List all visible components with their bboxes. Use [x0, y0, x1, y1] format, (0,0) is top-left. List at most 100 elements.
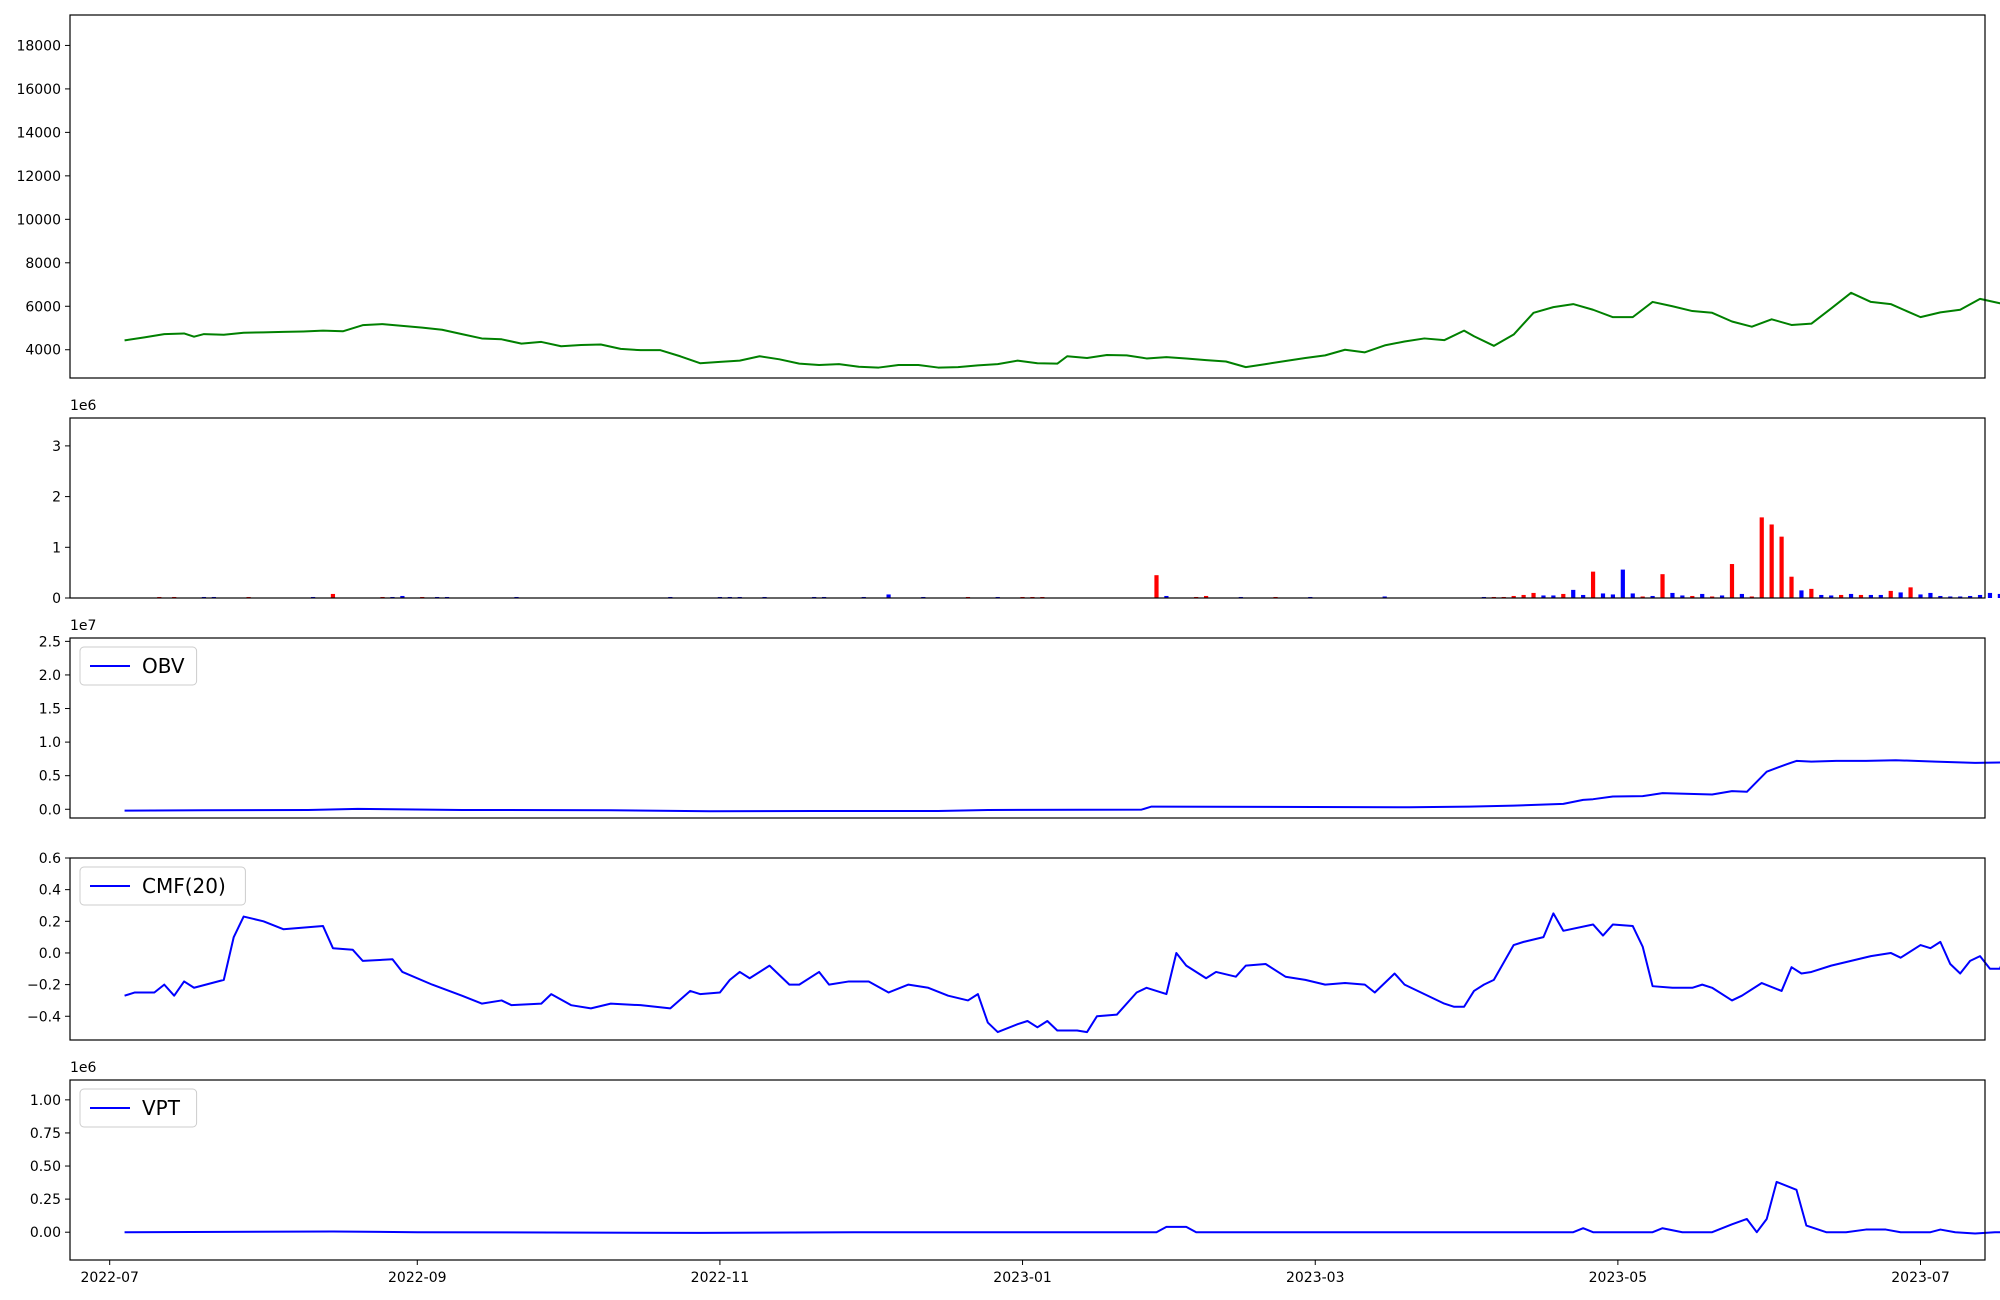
x-tick-label: 2023-01	[993, 1270, 1052, 1286]
volume-bar	[1968, 595, 1973, 598]
legend: OBV	[79, 646, 198, 686]
y-tick-label: 0.00	[30, 1225, 61, 1241]
volume-bar	[1640, 596, 1645, 598]
volume-bar	[1660, 574, 1665, 598]
y-tick-label: 0.5	[39, 769, 61, 785]
volume-bar	[1154, 575, 1159, 598]
axes-frame	[69, 417, 1986, 599]
volume-bar	[1829, 595, 1834, 598]
y-tick-label: 0.25	[30, 1192, 61, 1208]
volume-bar	[1888, 590, 1893, 598]
y-tick-label: 0.0	[39, 946, 61, 962]
volume-bar	[1759, 517, 1764, 598]
legend-label: CMF(20)	[142, 874, 226, 898]
y-tick-label: 10000	[16, 212, 61, 228]
volume-bar	[1719, 595, 1725, 598]
volume-bar	[1610, 594, 1616, 598]
axes-frame	[69, 637, 1986, 819]
volume-bar	[1749, 596, 1754, 598]
legend: VPT	[79, 1088, 198, 1128]
y-tick-label: −0.2	[27, 978, 61, 994]
volume-bar	[1382, 596, 1387, 598]
vpt-chart: 0.00 0.25 0.50 0.75 1.00 1e6 VPT 2022-07 2022-09…	[30, 1060, 2000, 1286]
volume-bar	[1739, 593, 1745, 598]
volume-bar	[1848, 593, 1854, 598]
volume-bar	[1650, 595, 1655, 598]
series-line	[124, 291, 2000, 369]
volume-bar	[1799, 590, 1804, 598]
y-tick-label: 1.00	[30, 1093, 61, 1109]
volume-bar	[1581, 594, 1586, 598]
volume-bar	[1789, 576, 1794, 598]
volume-bar	[1551, 595, 1556, 598]
x-tick-label: 2022-07	[80, 1270, 139, 1286]
x-tick-label: 2022-09	[388, 1270, 447, 1286]
volume-bar	[1531, 592, 1536, 598]
volume-bar	[1928, 592, 1933, 598]
volume-bar	[1948, 596, 1953, 598]
y-tick-label: 2.0	[39, 668, 61, 684]
volume-bar	[1164, 595, 1169, 598]
y-tick-label: 14000	[16, 125, 61, 141]
y-tick-label: 1.5	[39, 702, 61, 718]
legend-label: OBV	[142, 654, 185, 678]
volume-bar	[1729, 564, 1735, 598]
volume-bar	[1700, 593, 1705, 598]
volume-bar	[1819, 594, 1824, 598]
y-tick-label: 2	[52, 490, 61, 506]
y-tick-label: 1.0	[39, 735, 61, 751]
y-tick-label: 6000	[25, 299, 61, 315]
volume-bar	[1898, 592, 1903, 598]
y-tick-label: 8000	[25, 256, 61, 272]
y-tick-label: 12000	[16, 169, 61, 185]
x-tick-label: 2023-03	[1286, 1270, 1345, 1286]
volume-bar	[1511, 595, 1516, 598]
volume-bar	[1600, 593, 1606, 598]
axes-frame	[69, 14, 1986, 379]
axes-frame	[69, 857, 1986, 1041]
volume-bar	[1868, 594, 1873, 598]
y-tick-label: 2.5	[39, 634, 61, 650]
y-tick-label: 1	[52, 540, 61, 556]
y-tick-label: 0.6	[39, 851, 61, 867]
y-tick-label: 18000	[16, 38, 61, 54]
y-tick-label: 0.0	[39, 802, 61, 818]
volume-bar	[1521, 594, 1526, 598]
volume-bar	[1987, 592, 1993, 598]
volume-bar	[1938, 595, 1943, 598]
volume-bar	[1997, 593, 2000, 598]
volume-bar	[1670, 592, 1675, 598]
volume-bar	[1977, 594, 1983, 598]
volume-bar	[1878, 594, 1883, 598]
volume-chart: 0 1 2 3 1e6	[52, 398, 2000, 607]
x-tick-label: 2023-05	[1589, 1270, 1648, 1286]
legend-box	[79, 866, 246, 906]
legend-box	[79, 646, 198, 686]
volume-bar	[330, 593, 336, 598]
legend-box	[79, 1088, 198, 1128]
volume-bar	[400, 595, 405, 598]
volume-bar	[1541, 595, 1546, 598]
volume-bar	[1561, 593, 1566, 598]
volume-bar	[1839, 594, 1844, 598]
y-tick-label: 0.50	[30, 1159, 61, 1175]
volume-bar	[1858, 594, 1864, 598]
y-tick-label: 0.75	[30, 1126, 61, 1142]
axis-offset-label: 1e6	[70, 398, 97, 414]
volume-bar	[1908, 587, 1913, 598]
volume-bar	[1204, 595, 1209, 598]
axes-frame	[69, 1079, 1986, 1261]
series-line	[124, 1180, 2000, 1235]
volume-bar	[1680, 595, 1685, 598]
volume-bar	[1779, 536, 1784, 598]
volume-bar	[1918, 594, 1923, 598]
volume-bar	[1809, 588, 1814, 598]
volume-bar	[1710, 596, 1715, 598]
volume-bar	[1630, 593, 1635, 598]
axis-offset-label: 1e7	[70, 618, 96, 634]
y-tick-label: 0	[52, 591, 61, 607]
volume-bar	[1769, 524, 1774, 598]
y-tick-label: 16000	[16, 82, 61, 98]
volume-bar	[1590, 571, 1596, 598]
